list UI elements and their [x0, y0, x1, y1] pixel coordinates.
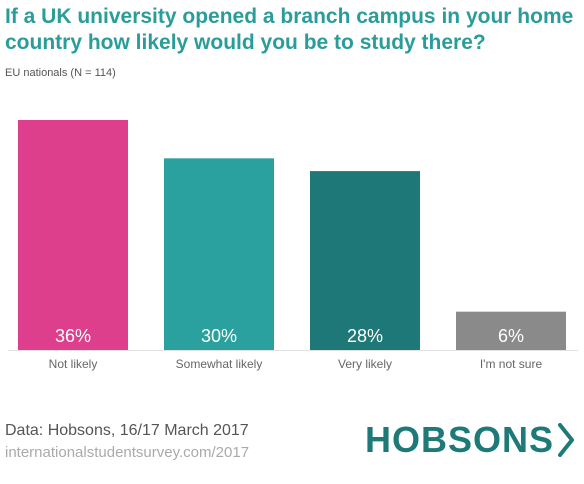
category-label: Not likely: [49, 357, 98, 371]
bar-1: [164, 158, 274, 350]
chart-title: If a UK university opened a branch campu…: [5, 5, 574, 54]
category-label: Somewhat likely: [176, 357, 263, 371]
chevron-right-icon: [558, 423, 575, 457]
bar-value-label: 28%: [347, 326, 383, 346]
bar-chart: 36% Not likely 30% Somewhat likely 28% Very l…: [8, 120, 578, 371]
bar-value-label: 30%: [201, 326, 237, 346]
source-url: internationalstudentsurvey.com/2017: [5, 444, 250, 461]
hobsons-logo: HOBSONS: [365, 418, 575, 462]
logo-text: HOBSONS: [365, 419, 555, 460]
bar-0: [18, 120, 128, 350]
bar-2: [310, 171, 420, 350]
bar-value-label: 6%: [498, 326, 524, 346]
bar-value-label: 36%: [55, 326, 91, 346]
category-label: Very likely: [338, 357, 392, 371]
data-source: Data: Hobsons, 16/17 March 2017: [5, 422, 249, 439]
bar-3: [456, 311, 566, 350]
chart-subtitle: EU nationals (N = 114): [5, 67, 116, 79]
category-label: I'm not sure: [480, 357, 543, 371]
